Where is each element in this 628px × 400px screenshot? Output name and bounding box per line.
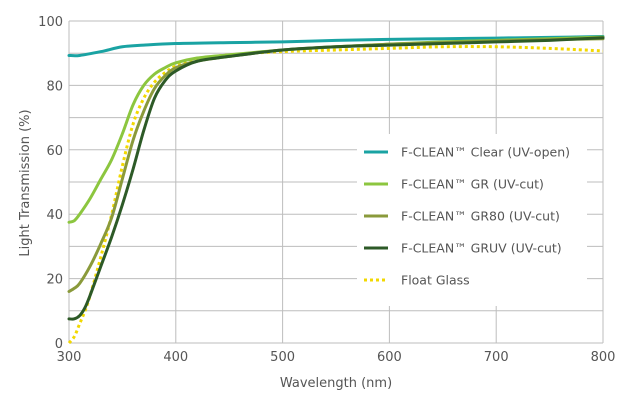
legend-background — [357, 134, 587, 306]
series-line-3 — [67, 36, 605, 321]
legend-label: F-CLEAN™ GRUV (UV-cut) — [401, 241, 562, 256]
x-tick-label: 500 — [270, 350, 295, 365]
y-axis-title: Light Transmission (%) — [18, 109, 33, 256]
y-tick-label: 20 — [46, 273, 63, 288]
series-lines — [67, 34, 605, 345]
series-line-0 — [67, 34, 605, 58]
legend-label: F-CLEAN™ Clear (UV-open) — [401, 145, 570, 160]
x-tick-label: 600 — [377, 350, 402, 365]
x-tick-label: 800 — [591, 350, 616, 365]
grid — [68, 20, 604, 344]
x-tick-label: 700 — [484, 350, 509, 365]
legend: F-CLEAN™ Clear (UV-open) F-CLEAN™ GR (UV-… — [357, 134, 587, 306]
legend-label: F-CLEAN™ GR80 (UV-cut) — [401, 209, 560, 224]
x-tick-label: 400 — [163, 350, 188, 365]
x-axis-title: Wavelength (nm) — [280, 376, 392, 391]
legend-label: F-CLEAN™ GR (UV-cut) — [401, 177, 544, 192]
x-tick-labels: 300 400 500 600 700 800 — [57, 350, 616, 365]
y-tick-labels: 0 20 40 60 80 100 — [38, 15, 63, 352]
y-tick-label: 60 — [46, 144, 63, 159]
y-tick-label: 0 — [55, 337, 63, 352]
x-tick-label: 300 — [57, 350, 82, 365]
legend-label: Float Glass — [401, 273, 470, 288]
y-tick-label: 100 — [38, 15, 63, 30]
y-tick-label: 80 — [46, 79, 63, 94]
y-tick-label: 40 — [46, 208, 63, 223]
